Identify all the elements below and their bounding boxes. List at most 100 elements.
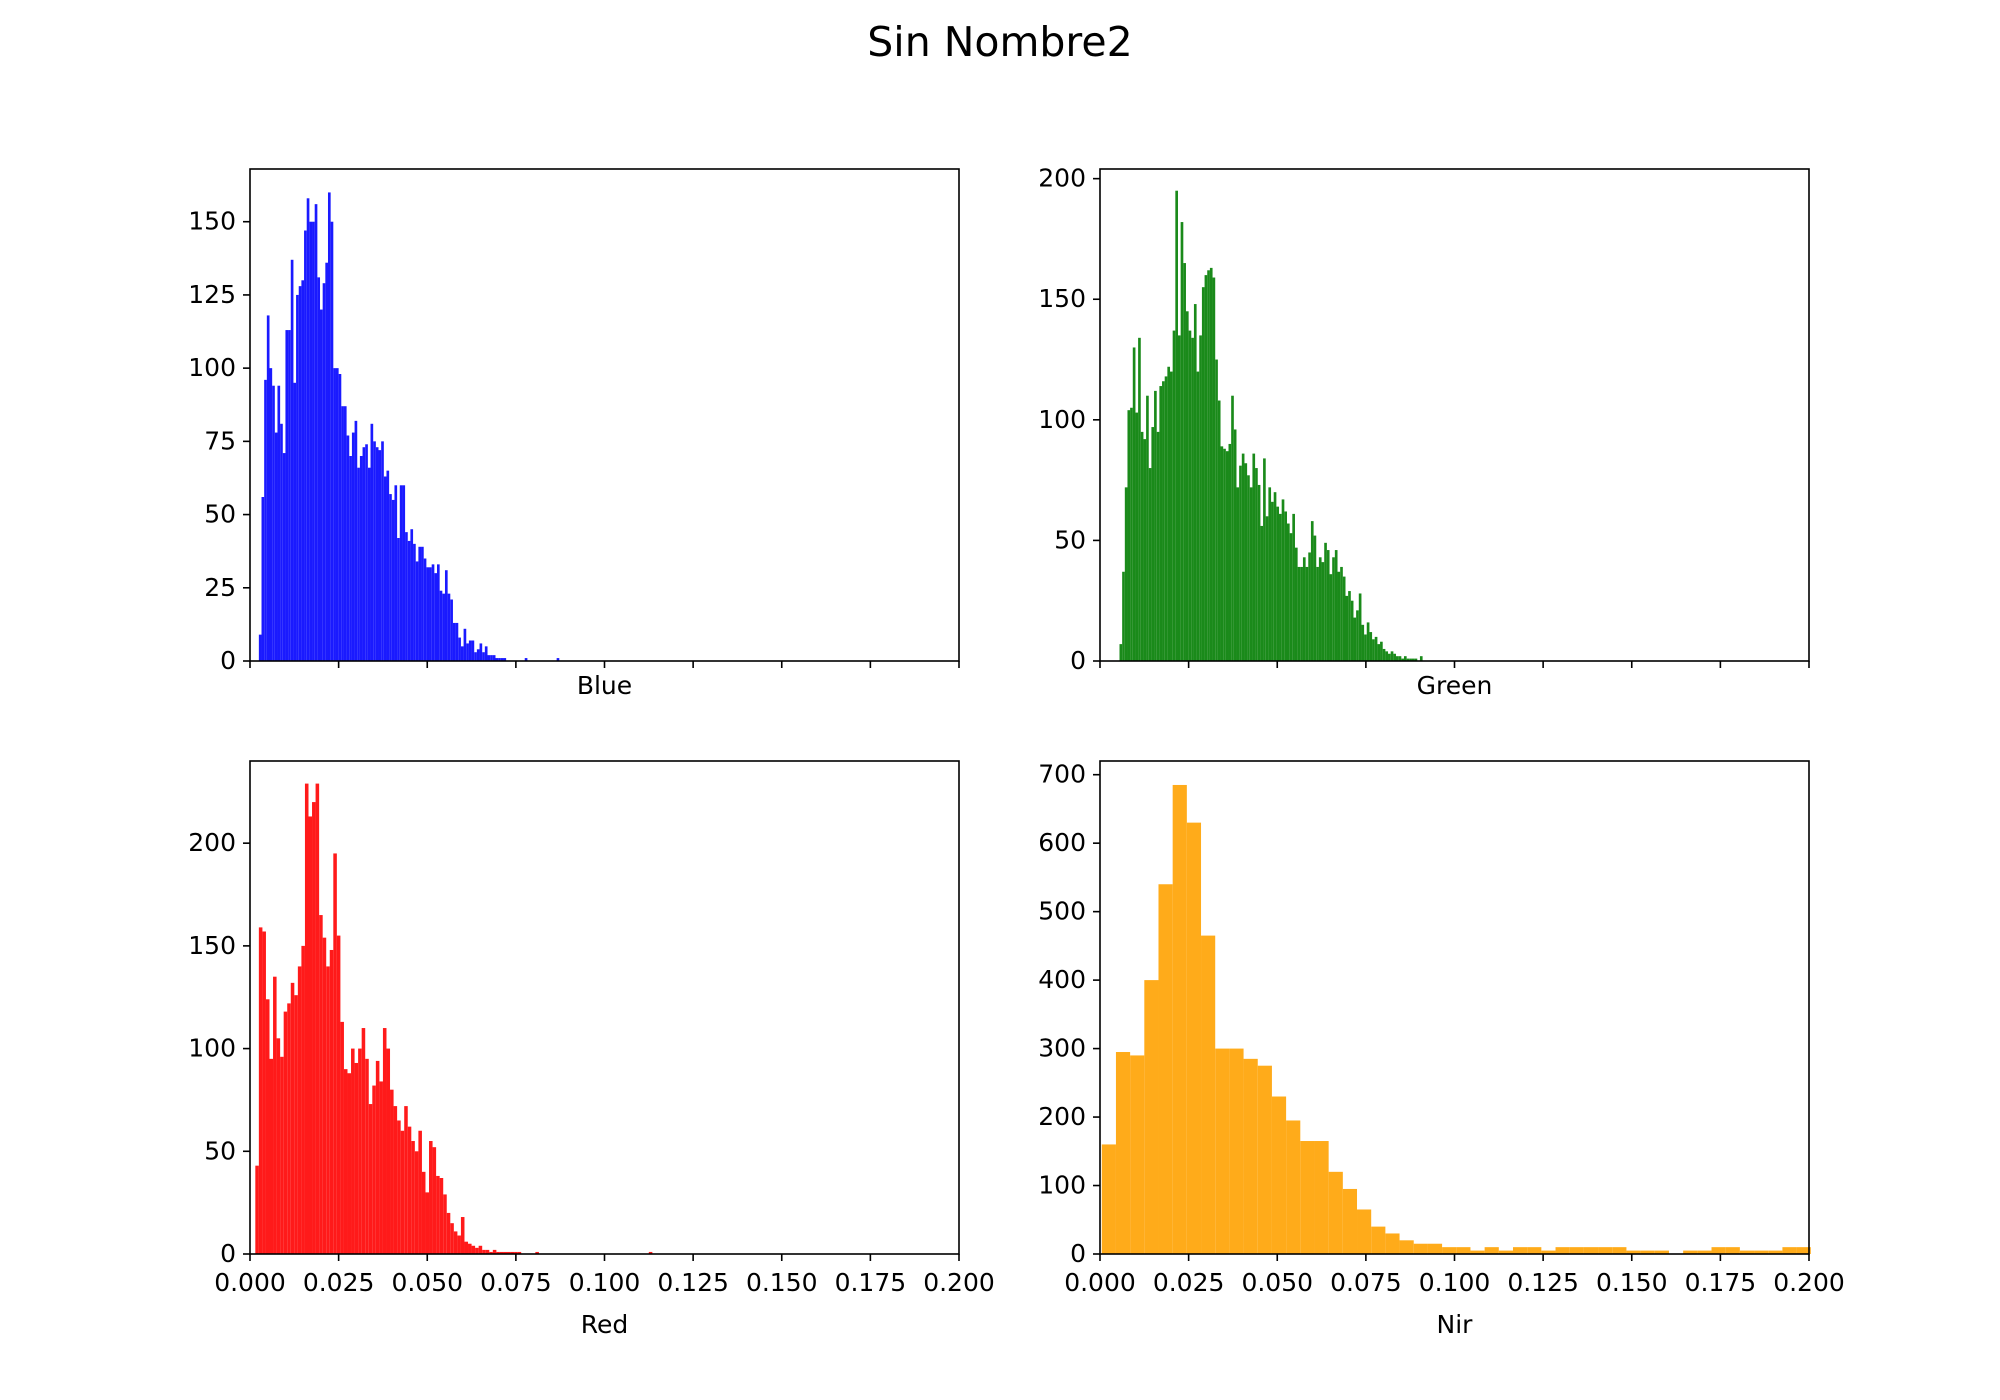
histogram-bar [415, 561, 419, 661]
histogram-bar [1204, 275, 1208, 661]
y-tick-label: 25 [204, 573, 236, 602]
histogram-bar [402, 485, 406, 661]
histogram-bar [280, 423, 283, 661]
histogram-bar [1484, 1247, 1499, 1254]
histogram-bar [500, 658, 504, 661]
y-tick-label: 50 [204, 500, 236, 529]
histogram-bar [1241, 453, 1245, 661]
y-tick-label: 500 [1038, 897, 1086, 926]
histogram-bar [1124, 487, 1128, 661]
histogram-bar [1158, 884, 1173, 1254]
histogram-bar [1186, 822, 1202, 1255]
histogram-bar [330, 221, 334, 661]
histogram-bar [319, 915, 323, 1254]
histogram-bar [648, 1251, 653, 1254]
y-tick-label: 100 [1038, 405, 1086, 434]
histogram-bar [1292, 513, 1295, 661]
histogram-bar [294, 995, 298, 1255]
histogram-bar [524, 658, 528, 661]
histogram-bar [425, 1192, 430, 1255]
histogram-bar [1310, 521, 1314, 661]
histogram-bar [255, 1165, 259, 1254]
histogram-bar [312, 802, 316, 1254]
histogram-bar [457, 1235, 461, 1254]
histogram-bar [266, 315, 270, 661]
histogram-bar [1286, 1120, 1301, 1254]
histogram-bar [1385, 651, 1389, 661]
histogram-bar [373, 441, 376, 661]
histogram-bar [1284, 511, 1287, 661]
histogram-bar [1361, 624, 1365, 661]
histogram-bar [1683, 1250, 1698, 1254]
histogram-bar [362, 447, 366, 661]
x-tick-label: 0.025 [303, 1268, 375, 1297]
histogram-bar [421, 1171, 426, 1254]
x-tick-label: 0.175 [835, 1268, 907, 1297]
histogram-bar [1233, 429, 1237, 661]
histogram-bar [1470, 1250, 1485, 1254]
histogram-bar [407, 1126, 412, 1254]
histogram-bar [452, 622, 456, 661]
x-axis-label: Blue [577, 671, 632, 700]
x-tick-label: 0.125 [657, 1268, 729, 1297]
histogram-bar [386, 1048, 391, 1254]
histogram-bar [312, 221, 315, 661]
histogram-bar [1782, 1247, 1797, 1254]
y-tick-label: 200 [1038, 164, 1086, 193]
histogram-bar [1725, 1247, 1740, 1254]
histogram-bar [306, 198, 310, 662]
histogram-bar [347, 1073, 352, 1254]
histogram-bar [1569, 1247, 1584, 1254]
histogram-bar [1398, 656, 1402, 661]
histogram-bar [1191, 337, 1194, 661]
histogram-bar [1151, 427, 1155, 661]
x-tick-label: 0.075 [480, 1268, 552, 1297]
histogram-bar [1177, 335, 1181, 661]
histogram-bar [370, 423, 374, 661]
histogram-bar [556, 658, 560, 661]
histogram-bar [507, 1251, 511, 1254]
histogram-bar [1377, 644, 1381, 661]
histogram-bar [1555, 1247, 1570, 1254]
histogram-bar [421, 546, 424, 661]
histogram-bar [1396, 656, 1399, 661]
histogram-bar [414, 1151, 419, 1254]
histogram-bar [492, 1249, 497, 1254]
histogram-bar [410, 529, 414, 661]
histogram-bar [394, 485, 398, 661]
histogram-bar [1146, 395, 1149, 661]
histogram-bar [304, 783, 309, 1254]
histogram-bar [1236, 487, 1240, 661]
histogram-bar [288, 330, 291, 661]
histogram-bar [359, 456, 363, 661]
x-tick-label: 0.075 [1330, 1268, 1402, 1297]
histogram-bar [315, 783, 320, 1254]
histogram-bar [372, 1085, 376, 1254]
y-tick-label: 100 [188, 1034, 236, 1063]
histogram-bar [1654, 1250, 1669, 1254]
histogram-bar [1188, 330, 1192, 661]
histogram-bar [354, 420, 358, 661]
histogram-bar [476, 649, 480, 661]
histogram-bar [386, 470, 390, 661]
histogram-bar [1302, 557, 1306, 661]
histogram-bar [322, 283, 326, 661]
histogram-bar [1796, 1247, 1811, 1254]
histogram-bar [399, 485, 403, 661]
histogram-bar [397, 538, 400, 661]
histogram-bar [297, 966, 302, 1254]
histogram-bar [389, 494, 392, 661]
y-tick-label: 0 [1070, 1239, 1086, 1268]
histogram-bar [1215, 359, 1218, 661]
histogram-bar [482, 1249, 486, 1254]
histogram-bar [1287, 523, 1290, 661]
histogram-bar [1225, 451, 1229, 661]
histogram-bar [1313, 535, 1317, 661]
histogram-bar [432, 1147, 437, 1254]
histogram-bar [1626, 1250, 1641, 1254]
histogram-bar [1239, 465, 1242, 661]
histogram-bar [1598, 1247, 1613, 1254]
histogram-bar [338, 374, 342, 661]
histogram-bar [1739, 1250, 1755, 1254]
histogram-bar [1640, 1250, 1655, 1254]
